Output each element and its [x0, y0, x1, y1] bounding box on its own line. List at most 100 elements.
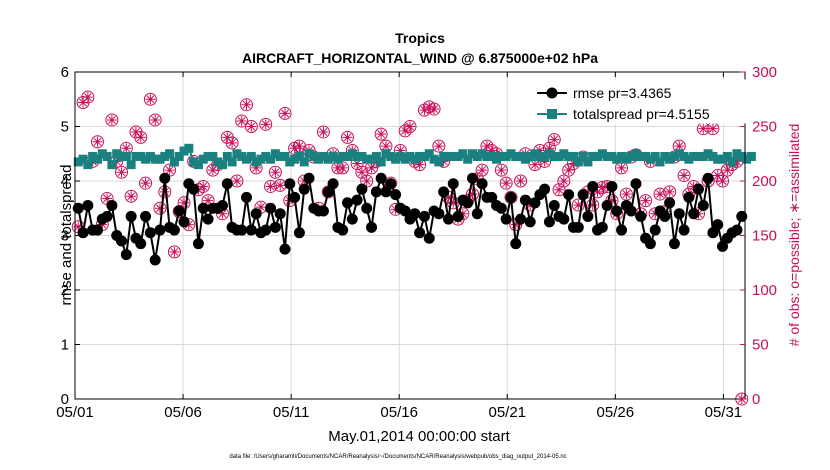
x-tick-label: 05/16 — [380, 404, 418, 421]
obs-assimilated-point — [260, 119, 271, 130]
y-tick-label-right: 50 — [752, 337, 769, 354]
obs-possible-point — [639, 194, 653, 208]
legend-spread-marker — [547, 109, 557, 119]
obs-assimilated-point — [679, 170, 690, 181]
obs-assimilated-point — [241, 99, 252, 110]
obs-assimilated-point — [510, 219, 521, 230]
obs-assimilated-point — [573, 199, 584, 210]
totalspread-point — [453, 151, 463, 161]
rmse-point — [385, 178, 397, 190]
obs-assimilated-point — [169, 246, 180, 257]
totalspread-point — [544, 149, 554, 159]
chart-title: Tropics — [395, 30, 445, 46]
totalspread-point — [516, 151, 526, 161]
obs-possible-point — [153, 201, 167, 215]
obs-assimilated-point — [227, 137, 238, 148]
totalspread-point — [184, 143, 194, 153]
obs-assimilated-point — [111, 156, 122, 167]
obs-assimilated-point — [337, 162, 348, 173]
rmse-point — [697, 200, 709, 212]
totalspread-point — [270, 149, 280, 159]
totalspread-point — [410, 154, 420, 164]
totalspread-point — [525, 151, 535, 161]
rmse-point — [284, 178, 296, 190]
totalspread-point — [727, 157, 737, 167]
totalspread-point — [684, 154, 694, 164]
totalspread-point — [150, 154, 160, 164]
rmse-point — [519, 194, 531, 206]
totalspread-point — [650, 151, 660, 161]
rmse-point — [659, 210, 671, 222]
rmse-point — [361, 202, 373, 214]
x-tick-label: 05/21 — [488, 404, 526, 421]
obs-assimilated-point — [265, 181, 276, 192]
obs-assimilated-point — [419, 105, 430, 116]
rmse-point — [572, 221, 584, 233]
obs-assimilated-point — [380, 141, 391, 152]
obs-assimilated-point — [78, 97, 89, 108]
totalspread-point — [328, 151, 338, 161]
obs-possible-point — [427, 102, 441, 116]
rmse-point — [433, 208, 445, 220]
totalspread-point — [275, 151, 285, 161]
obs-possible-point — [615, 161, 629, 175]
y-tick-label-right: 100 — [752, 282, 777, 299]
obs-assimilated-point — [549, 134, 560, 145]
rmse-point — [221, 178, 233, 190]
obs-assimilated-point — [592, 186, 603, 197]
rmse-point — [250, 208, 262, 220]
totalspread-point — [549, 151, 559, 161]
totalspread-point — [713, 154, 723, 164]
obs-assimilated-point — [198, 181, 209, 192]
totalspread-point — [718, 154, 728, 164]
obs-possible-point — [398, 124, 412, 138]
obs-assimilated-point — [563, 165, 574, 176]
y-tick-label-right: 150 — [752, 228, 777, 245]
rmse-point — [154, 224, 166, 236]
totalspread-point — [155, 154, 165, 164]
rmse-point — [644, 238, 656, 250]
obs-assimilated-point — [270, 167, 281, 178]
obs-assimilated-point — [207, 165, 218, 176]
totalspread-point — [578, 151, 588, 161]
obs-assimilated-point — [279, 108, 290, 119]
totalspread-point — [391, 154, 401, 164]
rmse-point — [495, 202, 507, 214]
rmse-point — [539, 183, 551, 195]
rmse-point — [260, 224, 272, 236]
obs-assimilated-point — [246, 121, 257, 132]
totalspread-point — [78, 154, 88, 164]
rmse-point — [399, 205, 411, 217]
rmse-point — [582, 210, 594, 222]
totalspread-point — [232, 149, 242, 159]
obs-assimilated-point — [102, 193, 113, 204]
rmse-point — [77, 227, 89, 239]
obs-possible-point — [316, 125, 330, 139]
rmse-point — [625, 205, 637, 217]
totalspread-point — [285, 157, 295, 167]
totalspread-point — [165, 149, 175, 159]
obs-possible-point — [115, 165, 129, 179]
obs-possible-point — [494, 163, 508, 177]
totalspread-point — [256, 154, 266, 164]
rmse-point — [341, 197, 353, 209]
totalspread-point — [141, 154, 151, 164]
rmse-point — [366, 221, 378, 233]
obs-assimilated-point — [126, 191, 137, 202]
rmse-point — [245, 224, 257, 236]
obs-assimilated-point — [231, 176, 242, 186]
y-tick-label-left: 2 — [61, 282, 69, 299]
totalspread-point — [708, 151, 718, 161]
totalspread-point — [737, 151, 747, 161]
obs-assimilated-point — [467, 189, 478, 200]
totalspread-point — [266, 154, 276, 164]
rmse-point — [135, 238, 147, 250]
obs-possible-point — [278, 106, 292, 120]
totalspread-point — [193, 160, 203, 170]
obs-possible-point — [105, 113, 119, 127]
rmse-point — [587, 180, 599, 192]
totalspread-point — [117, 151, 127, 161]
obs-assimilated-point — [616, 162, 627, 173]
totalspread-point — [338, 151, 348, 161]
totalspread-point — [261, 151, 271, 161]
